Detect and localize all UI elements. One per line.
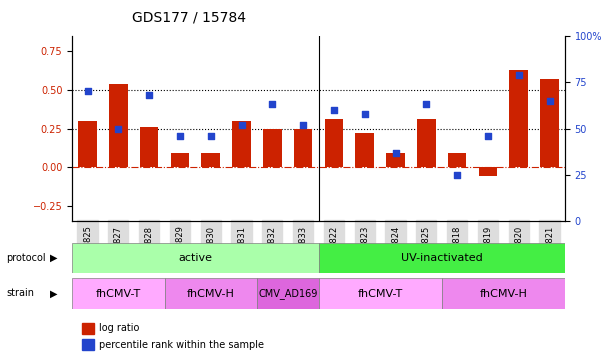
- FancyBboxPatch shape: [257, 278, 319, 309]
- FancyBboxPatch shape: [319, 243, 565, 273]
- Bar: [82, 339, 94, 350]
- Point: [237, 122, 246, 128]
- Bar: [140, 127, 159, 167]
- Text: fhCMV-H: fhCMV-H: [480, 288, 527, 299]
- Text: log ratio: log ratio: [99, 323, 139, 333]
- Bar: [171, 153, 189, 167]
- FancyBboxPatch shape: [442, 278, 565, 309]
- Point: [206, 133, 216, 139]
- Text: UV-inactivated: UV-inactivated: [401, 253, 483, 263]
- Bar: [294, 129, 313, 167]
- Point: [175, 133, 185, 139]
- Text: active: active: [178, 253, 212, 263]
- Point: [329, 107, 339, 113]
- Point: [545, 98, 554, 104]
- Bar: [386, 153, 405, 167]
- Text: GDS177 / 15784: GDS177 / 15784: [132, 11, 246, 25]
- Point: [514, 72, 523, 77]
- FancyBboxPatch shape: [165, 278, 257, 309]
- Text: ▶: ▶: [50, 253, 58, 263]
- Point: [421, 101, 431, 107]
- Bar: [448, 153, 466, 167]
- Point: [453, 172, 462, 178]
- Bar: [78, 121, 97, 167]
- Bar: [263, 129, 281, 167]
- FancyBboxPatch shape: [319, 278, 442, 309]
- Bar: [510, 70, 528, 167]
- Bar: [201, 153, 220, 167]
- Bar: [109, 84, 127, 167]
- Point: [267, 101, 277, 107]
- Bar: [540, 79, 559, 167]
- Text: percentile rank within the sample: percentile rank within the sample: [99, 340, 264, 350]
- Text: fhCMV-H: fhCMV-H: [187, 288, 234, 299]
- Text: fhCMV-T: fhCMV-T: [358, 288, 403, 299]
- Bar: [232, 121, 251, 167]
- Point: [483, 133, 493, 139]
- Point: [298, 122, 308, 128]
- Point: [114, 126, 123, 131]
- Bar: [417, 119, 436, 167]
- Bar: [355, 133, 374, 167]
- Text: strain: strain: [6, 288, 34, 298]
- Bar: [82, 323, 94, 334]
- Text: fhCMV-T: fhCMV-T: [96, 288, 141, 299]
- Text: CMV_AD169: CMV_AD169: [258, 288, 317, 299]
- Point: [391, 150, 400, 156]
- Bar: [325, 119, 343, 167]
- FancyBboxPatch shape: [72, 243, 319, 273]
- Point: [144, 92, 154, 98]
- Text: protocol: protocol: [6, 253, 46, 263]
- Bar: [478, 167, 497, 176]
- FancyBboxPatch shape: [72, 278, 165, 309]
- Point: [83, 89, 93, 94]
- Point: [360, 111, 370, 116]
- Text: ▶: ▶: [50, 288, 58, 298]
